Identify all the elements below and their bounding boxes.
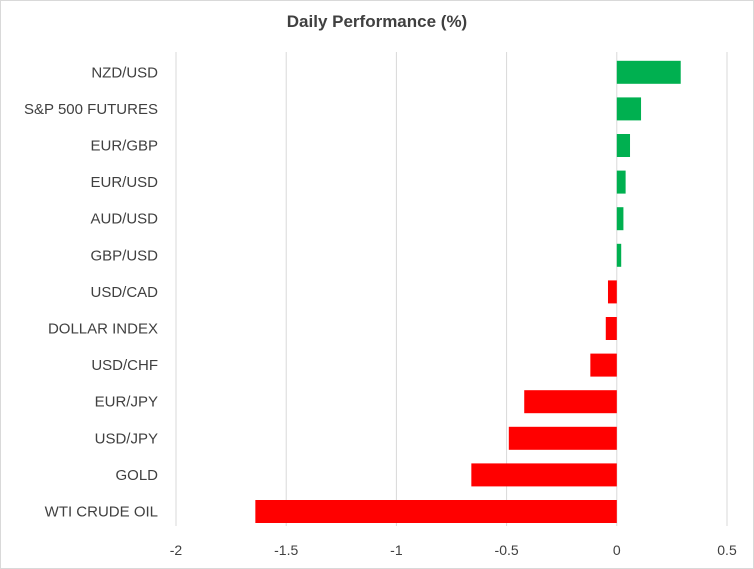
- chart-title: Daily Performance (%): [286, 12, 468, 31]
- category-label: EUR/JPY: [95, 394, 158, 411]
- category-label: GOLD: [115, 467, 158, 484]
- category-label: EUR/GBP: [90, 138, 158, 155]
- x-tick-label: -0.5: [495, 542, 519, 558]
- category-label: NZD/USD: [91, 64, 158, 81]
- x-tick-label: 0: [613, 542, 621, 558]
- x-tick-label: 0.5: [717, 542, 737, 558]
- bar: [471, 463, 617, 487]
- bar: [616, 60, 681, 84]
- x-axis-tick-labels: -2 -1.5 -1 -0.5 0 0.5: [170, 542, 737, 558]
- x-tick-label: -2: [170, 542, 183, 558]
- category-label: USD/JPY: [95, 430, 158, 447]
- bar: [605, 317, 617, 340]
- bar: [255, 500, 617, 523]
- bar: [616, 134, 631, 157]
- bar: [590, 353, 617, 377]
- category-labels: NZD/USD S&P 500 FUTURES EUR/GBP EUR/USD AUD/…: [24, 64, 158, 520]
- category-label: USD/CHF: [91, 357, 158, 374]
- bar: [508, 426, 617, 450]
- x-tick-label: -1: [390, 542, 403, 558]
- category-label: GBP/USD: [90, 247, 158, 264]
- category-label: EUR/USD: [90, 174, 158, 191]
- x-tick-label: -1.5: [274, 542, 298, 558]
- bar: [616, 97, 642, 121]
- category-label: AUD/USD: [90, 211, 158, 228]
- bars: [255, 60, 681, 523]
- gridlines: [175, 52, 728, 526]
- category-label: USD/CAD: [90, 284, 158, 301]
- bar: [616, 243, 622, 267]
- bar: [607, 280, 617, 304]
- category-label: DOLLAR INDEX: [48, 321, 158, 338]
- category-label: WTI CRUDE OIL: [45, 504, 158, 521]
- bar: [616, 170, 626, 194]
- bar: [616, 207, 624, 231]
- bar: [524, 390, 617, 414]
- category-label: S&P 500 FUTURES: [24, 101, 158, 118]
